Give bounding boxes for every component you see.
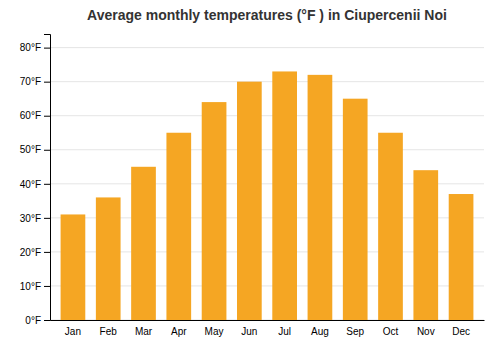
y-tick-mark — [44, 286, 50, 287]
grid-line — [50, 47, 484, 48]
y-tick: 20°F — [20, 247, 50, 258]
y-axis: 0°F 10°F 20°F 30°F 40°F 50°F 60°F 70°F 80°F — [20, 35, 51, 326]
x-tick: Mar — [135, 326, 153, 337]
plot: 0°F 10°F 20°F 30°F 40°F 50°F 60°F 70°F 80°F Jan Fe… — [20, 35, 485, 338]
y-tick-label: 0°F — [25, 315, 41, 326]
y-tick: 50°F — [20, 144, 50, 155]
x-tick-label: Aug — [311, 326, 329, 337]
x-tick: Jan — [65, 326, 81, 337]
y-tick-label: 40°F — [20, 179, 41, 190]
bar — [237, 82, 262, 320]
x-tick-label: Sep — [346, 326, 364, 337]
bar — [378, 133, 403, 320]
y-tick-label: 70°F — [20, 76, 41, 87]
y-tick-label: 30°F — [20, 213, 41, 224]
y-tick: 0°F — [25, 315, 50, 326]
y-axis-line — [44, 35, 51, 321]
x-tick-label: Feb — [100, 326, 118, 337]
bar — [413, 170, 438, 320]
bar — [61, 214, 86, 320]
x-tick-label: May — [205, 326, 224, 337]
bar — [131, 167, 156, 320]
bars — [61, 71, 474, 320]
y-tick-label: 80°F — [20, 42, 41, 53]
x-axis: Jan Feb Mar Apr May Jun Jul Aug Sep Oct Nov Dec — [51, 321, 485, 338]
x-tick: Feb — [100, 326, 118, 337]
x-tick-label: Oct — [383, 326, 399, 337]
x-tick-label: Nov — [417, 326, 435, 337]
y-tick-mark — [44, 320, 50, 321]
y-tick-mark — [44, 150, 50, 151]
title: Average monthly temperatures (°F ) in Ci… — [87, 7, 447, 23]
bar — [272, 71, 297, 320]
y-tick-label: 60°F — [20, 110, 41, 121]
y-tick-mark — [44, 218, 50, 219]
x-axis-line — [51, 320, 485, 321]
y-tick-label: 50°F — [20, 144, 41, 155]
grid-line — [50, 81, 484, 82]
bar — [449, 194, 474, 320]
bar — [166, 133, 191, 320]
x-tick-label: Dec — [452, 326, 470, 337]
y-tick: 30°F — [20, 213, 50, 224]
x-tick: Apr — [171, 326, 187, 337]
x-tick-label: Mar — [135, 326, 153, 337]
y-tick-mark — [44, 116, 50, 117]
x-tick-label: Jun — [241, 326, 257, 337]
y-tick: 80°F — [20, 42, 50, 53]
y-tick: 40°F — [20, 179, 50, 190]
y-tick: 70°F — [20, 76, 50, 87]
bar — [202, 102, 227, 320]
x-tick: Oct — [383, 326, 399, 337]
y-tick-label: 10°F — [20, 281, 41, 292]
x-tick: Aug — [311, 326, 329, 337]
x-tick: Jul — [278, 326, 291, 337]
y-tick-mark — [44, 252, 50, 253]
y-tick: 60°F — [20, 110, 50, 121]
y-tick-mark — [44, 184, 50, 185]
x-tick-label: Jan — [65, 326, 81, 337]
x-tick: Jun — [241, 326, 257, 337]
bar — [308, 75, 333, 320]
bar — [343, 99, 368, 320]
y-tick-label: 20°F — [20, 247, 41, 258]
bar — [96, 197, 121, 320]
x-tick: Nov — [417, 326, 435, 337]
y-tick: 10°F — [20, 281, 50, 292]
chart: 0°F 10°F 20°F 30°F 40°F 50°F 60°F 70°F 80°F Jan Fe… — [0, 0, 500, 350]
grid-line — [50, 149, 484, 150]
x-tick-label: Jul — [278, 326, 291, 337]
x-tick: May — [205, 326, 224, 337]
grid — [50, 48, 484, 320]
grid-line — [50, 115, 484, 116]
x-tick-label: Apr — [171, 326, 187, 337]
x-tick: Dec — [452, 326, 470, 337]
y-tick-mark — [44, 48, 50, 49]
y-tick-mark — [44, 82, 50, 83]
x-tick: Sep — [346, 326, 364, 337]
